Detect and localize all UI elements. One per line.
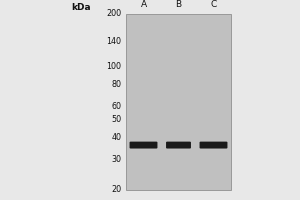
FancyBboxPatch shape bbox=[126, 14, 231, 190]
Text: 40: 40 bbox=[112, 133, 122, 142]
Text: 100: 100 bbox=[106, 62, 122, 71]
Text: 80: 80 bbox=[112, 80, 122, 89]
Text: C: C bbox=[210, 0, 217, 9]
Text: 140: 140 bbox=[106, 37, 122, 46]
FancyBboxPatch shape bbox=[200, 142, 227, 149]
Text: 200: 200 bbox=[106, 9, 122, 19]
Text: B: B bbox=[176, 0, 182, 9]
Text: A: A bbox=[140, 0, 147, 9]
FancyBboxPatch shape bbox=[130, 142, 158, 149]
Text: 50: 50 bbox=[111, 115, 122, 124]
Text: kDa: kDa bbox=[71, 3, 91, 12]
Text: 20: 20 bbox=[111, 186, 122, 194]
FancyBboxPatch shape bbox=[166, 142, 191, 149]
Text: 30: 30 bbox=[112, 155, 122, 164]
Text: 60: 60 bbox=[112, 102, 122, 111]
